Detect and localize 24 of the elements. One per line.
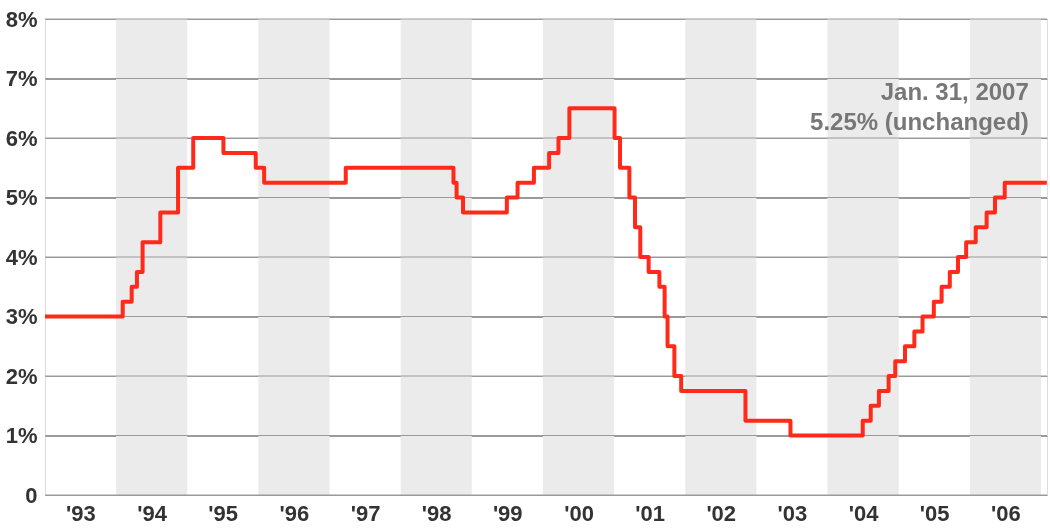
y-tick-label: 8%	[5, 6, 38, 32]
x-tick-label: '94	[137, 500, 168, 526]
y-tick-label: 6%	[5, 125, 38, 151]
x-tick-label: '96	[279, 500, 310, 526]
x-tick-label: '01	[635, 500, 665, 526]
x-tick-label: '93	[66, 500, 96, 526]
x-tick-label: '05	[919, 500, 950, 526]
x-tick-label: '00	[564, 500, 594, 526]
x-tick-label: '95	[208, 500, 238, 526]
annotation: Jan. 31, 2007 5.25% (unchanged)	[810, 77, 1029, 135]
y-tick-label: 7%	[5, 66, 38, 91]
x-tick-label: '98	[421, 500, 452, 526]
x-tick-label: '02	[706, 500, 737, 526]
y-tick-label: 1%	[5, 423, 38, 448]
x-tick-label: '04	[848, 500, 880, 526]
x-tick-label: '06	[990, 500, 1021, 526]
y-tick-label: 4%	[5, 244, 38, 270]
x-tick-label: '97	[350, 500, 381, 526]
y-tick-label: 0	[25, 482, 38, 508]
y-tick-label: 2%	[5, 363, 38, 389]
y-tick-label: 5%	[5, 185, 38, 210]
x-tick-label: '99	[492, 500, 523, 526]
y-tick-label: 3%	[5, 304, 38, 329]
x-tick-label: '03	[777, 500, 808, 526]
